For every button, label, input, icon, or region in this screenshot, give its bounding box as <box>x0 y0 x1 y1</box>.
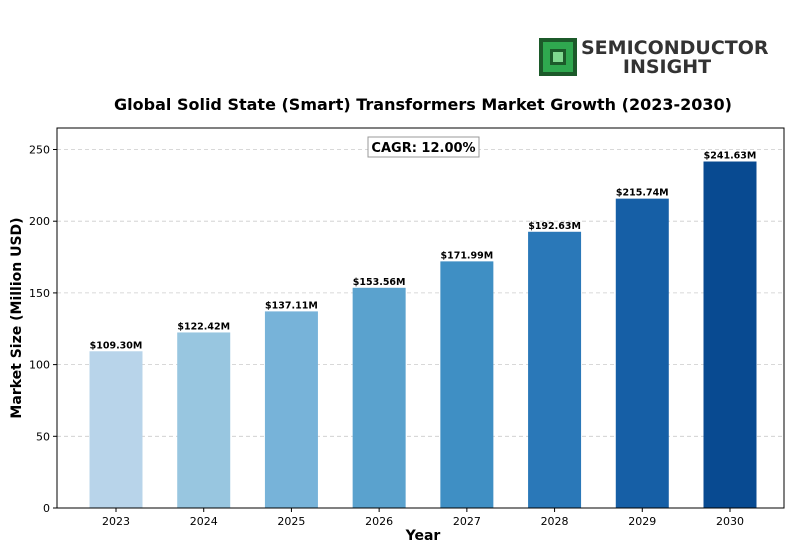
data-label-layer: $109.30M $122.42M $137.11M $153.56M $171.99M… <box>90 151 757 352</box>
data-label: $109.30M <box>90 340 143 351</box>
y-axis: 0 50 100 150 200 250 <box>29 144 57 515</box>
data-label: $171.99M <box>440 250 493 261</box>
x-tick-label: 2025 <box>277 515 305 528</box>
x-tick-label: 2026 <box>365 515 393 528</box>
chart-title: Global Solid State (Smart) Transformers … <box>114 95 732 114</box>
data-label: $241.63M <box>704 151 757 162</box>
logo-line2: INSIGHT <box>623 56 711 78</box>
bar-2024 <box>177 332 231 508</box>
grid-layer <box>57 149 784 437</box>
data-label: $137.11M <box>265 300 318 311</box>
bar-2023 <box>89 351 143 508</box>
x-axis: 2023 2024 2025 2026 2027 2028 2029 2030 <box>102 508 744 528</box>
bar-2028 <box>528 231 582 508</box>
x-tick-label: 2027 <box>453 515 481 528</box>
x-tick-label: 2030 <box>716 515 744 528</box>
data-label: $122.42M <box>177 321 230 332</box>
y-tick-label: 250 <box>29 144 50 157</box>
y-tick-label: 150 <box>29 287 50 300</box>
cagr-annotation: CAGR: 12.00% <box>367 136 480 158</box>
logo: SEMICONDUCTOR INSIGHT <box>539 37 769 78</box>
cagr-text: CAGR: 12.00% <box>371 141 475 156</box>
data-label: $215.74M <box>616 188 669 199</box>
x-tick-label: 2028 <box>541 515 569 528</box>
y-axis-label: Market Size (Million USD) <box>9 217 25 418</box>
y-tick-label: 100 <box>29 359 50 372</box>
bar-2027 <box>440 261 494 508</box>
data-label: $192.63M <box>528 221 581 232</box>
bar-layer <box>89 161 757 509</box>
chip-icon <box>539 38 577 76</box>
y-tick-label: 200 <box>29 215 50 228</box>
bar-2026 <box>352 287 406 508</box>
y-tick-label: 0 <box>43 502 50 515</box>
y-tick-label: 50 <box>36 430 50 443</box>
bar-2025 <box>264 311 318 508</box>
bar-2029 <box>615 198 669 509</box>
plot-frame <box>56 127 785 509</box>
x-tick-label: 2029 <box>628 515 656 528</box>
x-axis-label: Year <box>405 528 441 544</box>
logo-line1: SEMICONDUCTOR <box>581 37 769 59</box>
bar-2030 <box>703 161 757 508</box>
x-tick-label: 2023 <box>102 515 130 528</box>
data-label: $153.56M <box>353 277 406 288</box>
x-tick-label: 2024 <box>190 515 218 528</box>
